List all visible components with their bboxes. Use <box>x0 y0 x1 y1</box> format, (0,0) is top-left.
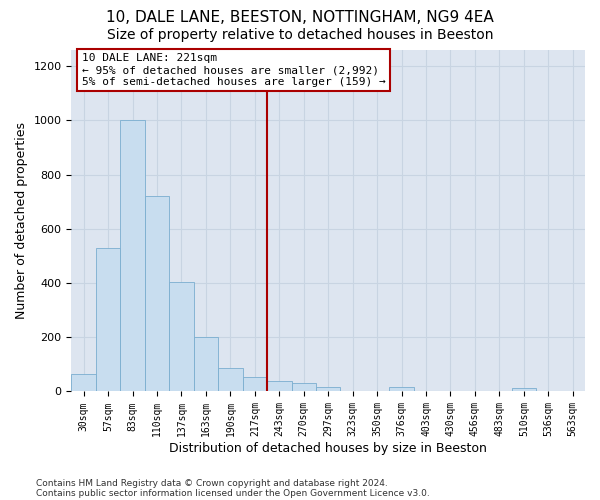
Bar <box>121 120 145 392</box>
Bar <box>194 338 218 392</box>
Text: Size of property relative to detached houses in Beeston: Size of property relative to detached ho… <box>107 28 493 42</box>
Bar <box>292 384 316 392</box>
X-axis label: Distribution of detached houses by size in Beeston: Distribution of detached houses by size … <box>169 442 487 455</box>
Y-axis label: Number of detached properties: Number of detached properties <box>15 122 28 319</box>
Text: 10, DALE LANE, BEESTON, NOTTINGHAM, NG9 4EA: 10, DALE LANE, BEESTON, NOTTINGHAM, NG9 … <box>106 10 494 25</box>
Bar <box>169 282 194 392</box>
Bar <box>267 381 292 392</box>
Bar <box>218 368 242 392</box>
Bar <box>316 387 340 392</box>
Text: Contains HM Land Registry data © Crown copyright and database right 2024.: Contains HM Land Registry data © Crown c… <box>36 478 388 488</box>
Bar <box>71 374 96 392</box>
Text: 10 DALE LANE: 221sqm
← 95% of detached houses are smaller (2,992)
5% of semi-det: 10 DALE LANE: 221sqm ← 95% of detached h… <box>82 54 385 86</box>
Bar <box>389 387 414 392</box>
Bar <box>512 388 536 392</box>
Bar <box>96 248 121 392</box>
Text: Contains public sector information licensed under the Open Government Licence v3: Contains public sector information licen… <box>36 488 430 498</box>
Bar <box>242 376 267 392</box>
Bar <box>145 196 169 392</box>
